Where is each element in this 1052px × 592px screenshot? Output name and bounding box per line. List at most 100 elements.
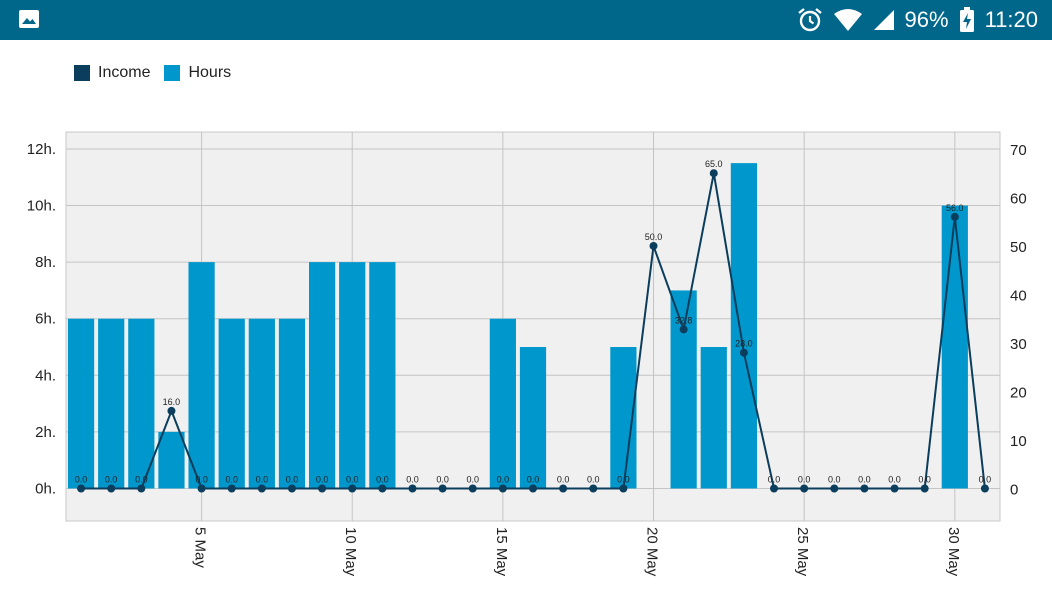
y-left-tick-label: 6h. <box>35 311 56 328</box>
income-data-label: 56.0 <box>946 203 964 213</box>
y-right-tick-label: 50 <box>1010 239 1027 256</box>
hours-bar <box>700 347 727 489</box>
income-point <box>679 325 688 334</box>
income-point <box>167 406 176 415</box>
income-point <box>739 348 748 357</box>
hours-bar <box>308 262 336 489</box>
income-point <box>649 241 658 250</box>
hours-bar <box>218 318 245 489</box>
income-data-label: 0.0 <box>256 475 269 485</box>
hours-bar <box>67 318 95 489</box>
income-data-label: 0.0 <box>828 475 841 485</box>
income-point <box>287 484 296 493</box>
hours-bar <box>188 262 215 489</box>
income-data-label: 0.0 <box>436 475 449 485</box>
income-point <box>348 484 357 493</box>
status-right-group: 96% 11:20 <box>797 0 1038 40</box>
income-data-label: 0.0 <box>918 475 931 485</box>
income-point <box>137 484 146 493</box>
y-right-tick-label: 0 <box>1010 482 1018 499</box>
income-data-label: 0.0 <box>286 475 299 485</box>
hours-bar <box>519 347 547 489</box>
hours-bar <box>489 318 516 489</box>
income-data-label: 0.0 <box>979 475 992 485</box>
income-point <box>559 484 568 493</box>
income-point <box>920 484 929 493</box>
income-data-label: 65.0 <box>705 159 723 169</box>
y-right-tick-label: 30 <box>1010 336 1027 353</box>
income-data-label: 28.0 <box>735 339 753 349</box>
hours-bar <box>730 163 758 489</box>
income-point <box>860 484 869 493</box>
x-tick-label: 20 May <box>644 527 661 577</box>
y-left-tick-label: 0h. <box>35 480 56 497</box>
income-data-label: 0.0 <box>135 475 148 485</box>
income-data-label: 0.0 <box>798 475 811 485</box>
y-right-tick-label: 40 <box>1010 287 1027 304</box>
y-right-tick-label: 20 <box>1010 384 1027 401</box>
hours-bar <box>128 318 155 489</box>
income-point <box>950 212 959 221</box>
income-point <box>770 484 779 493</box>
x-tick-label: 10 May <box>342 527 359 577</box>
income-data-label: 0.0 <box>105 475 118 485</box>
hours-bar <box>278 318 306 489</box>
income-data-label: 32.8 <box>675 315 693 325</box>
income-point <box>197 484 206 493</box>
y-left-tick-label: 2h. <box>35 424 56 441</box>
x-tick-label: 30 May <box>945 527 962 577</box>
y-left-tick-label: 4h. <box>35 367 56 384</box>
y-left-tick-label: 10h. <box>27 198 56 215</box>
x-tick-label: 5 May <box>192 527 209 568</box>
y-left-tick-label: 8h. <box>35 254 56 271</box>
income-point <box>257 484 266 493</box>
signal-icon <box>873 10 894 30</box>
income-data-label: 0.0 <box>406 475 419 485</box>
y-right-tick-label: 60 <box>1010 190 1027 207</box>
hours-bar <box>369 262 396 489</box>
legend-label-income: Income <box>98 64 151 81</box>
chart-legend: Income Hours <box>74 64 231 82</box>
income-data-label: 0.0 <box>527 475 540 485</box>
wifi-icon <box>833 9 862 31</box>
income-point <box>589 484 598 493</box>
income-point <box>468 484 477 493</box>
legend-swatch-hours <box>164 65 181 81</box>
hours-bar <box>98 318 125 489</box>
income-point <box>227 484 236 493</box>
income-point <box>709 169 718 178</box>
income-data-label: 0.0 <box>557 475 570 485</box>
status-time: 11:20 <box>984 7 1038 32</box>
income-point <box>800 484 809 493</box>
income-point <box>107 484 116 493</box>
income-data-label: 0.0 <box>466 475 479 485</box>
income-data-label: 16.0 <box>163 397 181 407</box>
income-point <box>498 484 507 493</box>
income-point <box>408 484 417 493</box>
income-point <box>438 484 447 493</box>
income-point <box>619 484 628 493</box>
y-left-tick-label: 12h. <box>27 141 56 158</box>
status-bar: 96% 11:20 <box>0 0 1052 40</box>
hours-bar <box>339 262 366 489</box>
income-data-label: 0.0 <box>497 475 510 485</box>
income-data-label: 0.0 <box>617 475 630 485</box>
legend-item-hours: Hours <box>164 64 231 82</box>
income-data-label: 0.0 <box>587 475 600 485</box>
legend-label-hours: Hours <box>188 64 232 81</box>
income-data-label: 0.0 <box>195 475 208 485</box>
income-data-label: 50.0 <box>645 232 663 242</box>
legend-item-income: Income <box>74 64 150 82</box>
income-data-label: 0.0 <box>888 475 901 485</box>
hours-bar <box>158 431 185 489</box>
hours-bar <box>670 290 697 489</box>
income-data-label: 0.0 <box>225 475 238 485</box>
income-point <box>529 484 537 493</box>
income-point <box>890 484 899 493</box>
income-data-label: 0.0 <box>346 475 359 485</box>
hours-bar <box>941 205 968 489</box>
legend-swatch-income <box>74 65 90 81</box>
income-point <box>980 484 989 493</box>
income-data-label: 0.0 <box>768 475 781 485</box>
